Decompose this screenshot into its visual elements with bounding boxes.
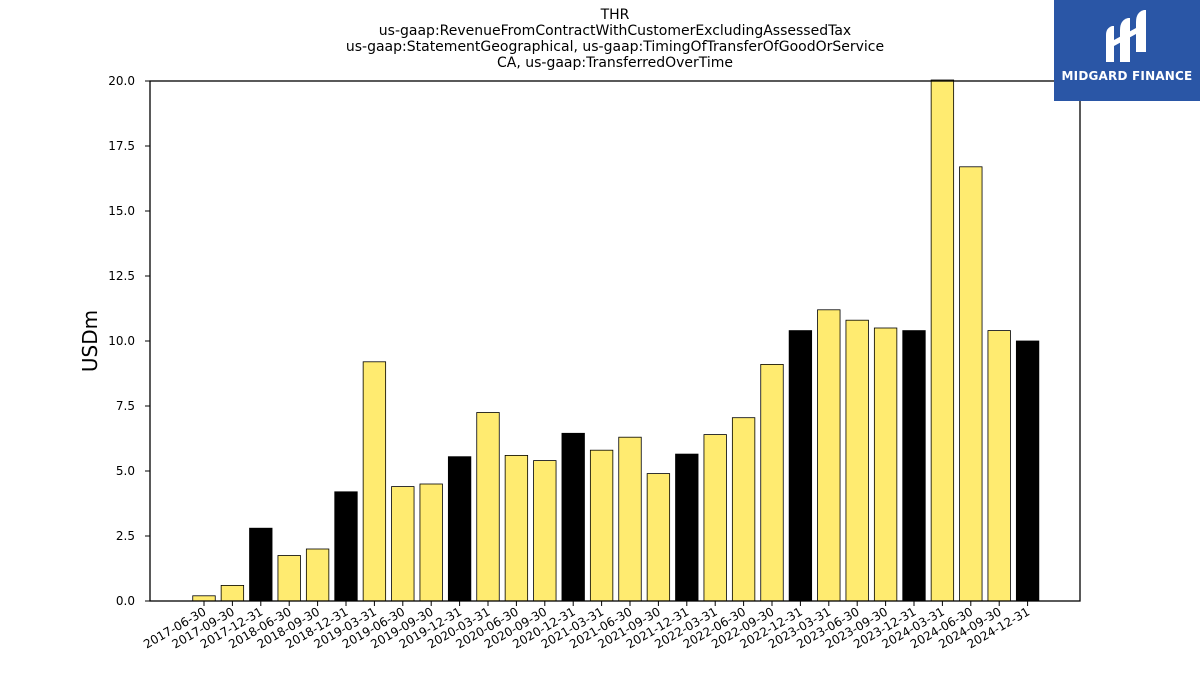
y-axis-label: USDm xyxy=(78,310,102,372)
x-axis: 2017-06-302017-09-302017-12-312018-06-30… xyxy=(141,601,1032,651)
bar-2019-12-31 xyxy=(447,456,472,602)
title-line-2: us-gaap:RevenueFromContractWithCustomerE… xyxy=(378,23,852,39)
y-tick-label: 17.5 xyxy=(108,139,135,153)
bar-2018-06-30 xyxy=(277,555,301,602)
bar-2021-06-30 xyxy=(618,436,642,602)
bar-2018-12-31 xyxy=(334,491,358,602)
logo-mark-icon xyxy=(1106,10,1146,62)
bar-2022-03-31 xyxy=(703,434,727,602)
bar-2019-09-30 xyxy=(419,483,443,602)
y-tick-label: 10.0 xyxy=(108,334,135,348)
bar-2023-09-30 xyxy=(873,327,898,602)
bar-2020-12-31 xyxy=(561,432,585,602)
bar-2017-12-31 xyxy=(249,527,273,602)
bar-2018-09-30 xyxy=(305,548,330,602)
title-line-4: CA, us-gaap:TransferredOverTime xyxy=(496,55,734,71)
bar-2022-12-31 xyxy=(788,330,813,602)
bar-2023-03-31 xyxy=(817,309,841,602)
bar-2022-06-30 xyxy=(731,417,756,602)
y-tick-label: 0.0 xyxy=(116,594,135,608)
bar-2021-03-31 xyxy=(589,449,614,602)
bar-2020-09-30 xyxy=(533,460,557,602)
bar-2021-09-30 xyxy=(646,473,671,602)
midgard-finance-logo: MIDGARD FINANCE xyxy=(1054,0,1200,101)
bar-2024-06-30 xyxy=(959,166,983,602)
bar-2017-06-30 xyxy=(192,595,216,602)
title-line-3: us-gaap:StatementGeographical, us-gaap:T… xyxy=(345,39,885,55)
bar-2017-09-30 xyxy=(220,585,245,602)
logo-text: MIDGARD FINANCE xyxy=(1061,69,1193,83)
y-axis: 0.0 2.5 5.0 7.5 10.0 12.5 15.0 17.5 20.0 xyxy=(108,74,150,608)
bar-2019-03-31 xyxy=(362,361,387,602)
bar-2023-12-31 xyxy=(902,330,926,602)
bar-2022-09-30 xyxy=(760,363,784,602)
bar-2020-03-31 xyxy=(476,412,500,602)
y-tick-label: 5.0 xyxy=(116,464,135,478)
y-tick-label: 7.5 xyxy=(116,399,135,413)
title-line-1: THR xyxy=(600,7,630,23)
bar-2021-12-31 xyxy=(675,453,699,602)
bar-2019-06-30 xyxy=(391,486,415,602)
y-tick-label: 2.5 xyxy=(116,529,135,543)
bars-group xyxy=(192,79,1040,602)
bar-2024-09-30 xyxy=(987,330,1011,602)
bar-2024-03-31 xyxy=(930,79,955,602)
y-tick-label: 15.0 xyxy=(108,204,135,218)
y-tick-label: 20.0 xyxy=(108,74,135,88)
chart-title: THR us-gaap:RevenueFromContractWithCusto… xyxy=(150,7,1080,71)
bar-2020-06-30 xyxy=(504,454,529,602)
y-tick-label: 12.5 xyxy=(108,269,135,283)
bar-2024-12-31 xyxy=(1015,340,1040,602)
bar-2023-06-30 xyxy=(845,319,869,602)
